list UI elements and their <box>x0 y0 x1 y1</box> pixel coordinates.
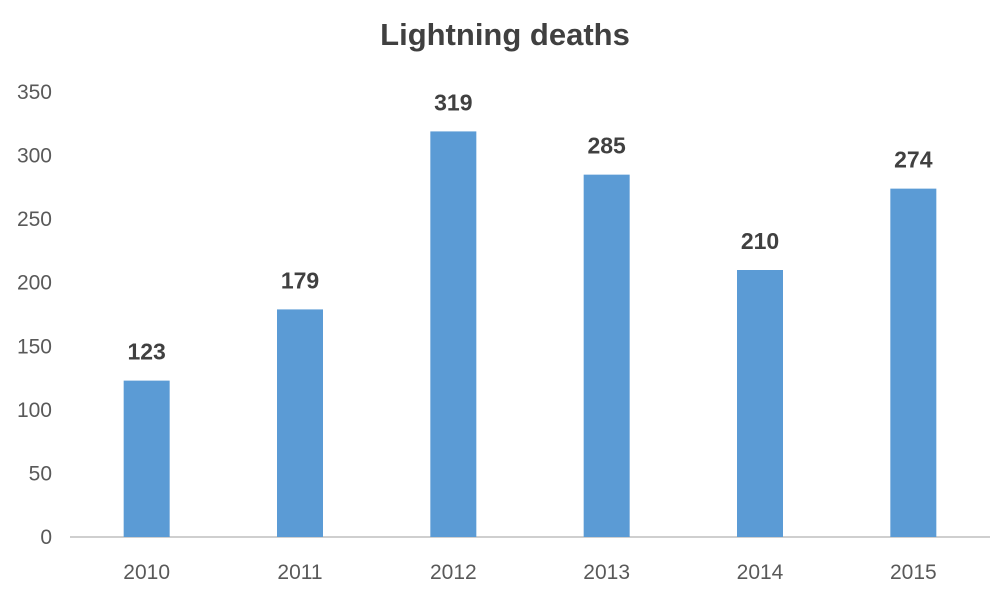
y-tick-label: 350 <box>17 81 52 104</box>
x-tick-label: 2013 <box>583 561 630 584</box>
x-tick-label: 2012 <box>430 561 477 584</box>
bar <box>123 380 170 537</box>
y-tick-label: 0 <box>40 526 52 549</box>
y-tick-label: 100 <box>17 399 52 422</box>
bar-data-label: 319 <box>434 89 472 115</box>
bar-data-label: 123 <box>127 339 165 365</box>
bar-data-label: 210 <box>741 228 779 254</box>
bar <box>890 188 937 537</box>
y-axis-ticks: 0 50 100 150 200 250 300 350 <box>17 81 52 549</box>
bars-group <box>123 131 937 537</box>
chart-title: Lightning deaths <box>380 17 630 52</box>
bar <box>583 174 630 537</box>
bar <box>737 270 783 537</box>
bar-data-label: 274 <box>894 147 933 173</box>
x-axis-ticks: 2010 2011 2012 2013 2014 2015 <box>123 561 936 584</box>
y-tick-label: 150 <box>17 335 52 358</box>
x-tick-label: 2015 <box>890 561 937 584</box>
bar <box>430 131 477 537</box>
x-tick-label: 2011 <box>277 561 322 584</box>
y-tick-label: 300 <box>17 145 52 168</box>
y-tick-label: 250 <box>17 208 52 231</box>
x-tick-label: 2014 <box>737 561 784 584</box>
x-tick-label: 2010 <box>123 561 170 584</box>
bar-data-label: 285 <box>587 133 626 159</box>
bar-data-label: 179 <box>281 267 319 293</box>
y-tick-label: 200 <box>17 272 52 295</box>
data-labels-group: 123 179 319 285 210 274 <box>127 89 932 364</box>
bar <box>277 309 323 537</box>
y-tick-label: 50 <box>29 462 52 485</box>
